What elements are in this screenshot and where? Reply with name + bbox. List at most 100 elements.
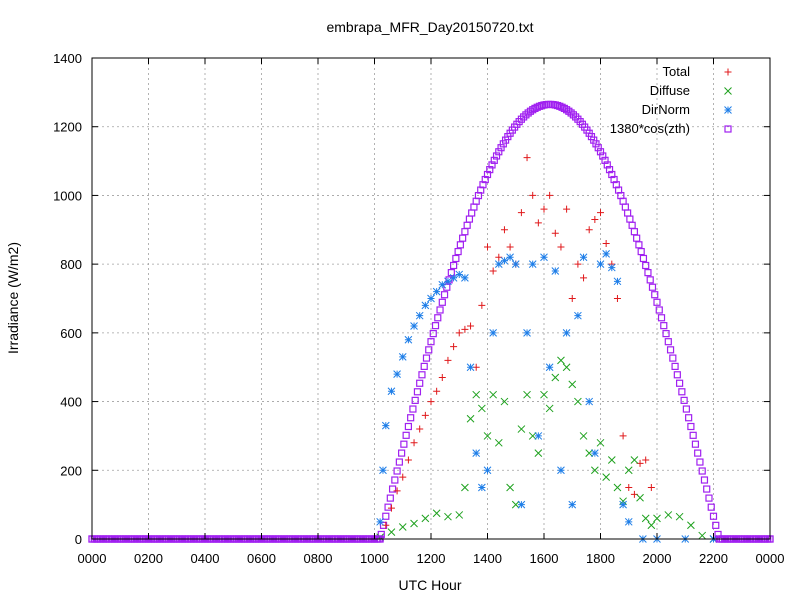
data-point-cos-zenith bbox=[599, 152, 607, 160]
data-point-dirnorm bbox=[590, 449, 599, 457]
data-point-dirnorm bbox=[477, 483, 486, 492]
data-point-total bbox=[523, 154, 531, 162]
data-point-diffuse bbox=[489, 390, 498, 399]
x-tick-label: 2200 bbox=[699, 551, 728, 566]
data-point-dirnorm bbox=[387, 387, 396, 396]
data-point-diffuse bbox=[421, 514, 430, 523]
data-point-cos-zenith bbox=[393, 467, 401, 475]
data-point-cos-zenith bbox=[520, 113, 528, 121]
data-point-cos-zenith bbox=[456, 241, 464, 249]
data-point-total bbox=[438, 374, 446, 382]
data-point-cos-zenith bbox=[416, 379, 424, 387]
data-point-cos-zenith bbox=[689, 431, 697, 439]
data-point-total bbox=[585, 226, 593, 234]
data-point-cos-zenith bbox=[601, 156, 609, 164]
data-point-total bbox=[450, 343, 458, 351]
data-point-diffuse bbox=[444, 512, 452, 521]
data-point-cos-zenith bbox=[377, 530, 385, 539]
data-point-diffuse bbox=[494, 438, 503, 447]
data-point-cos-zenith bbox=[479, 181, 487, 189]
data-point-diffuse bbox=[511, 500, 520, 509]
data-point-cos-zenith bbox=[434, 314, 442, 322]
data-point-diffuse bbox=[562, 363, 571, 372]
data-point-cos-zenith bbox=[705, 494, 713, 502]
data-point-cos-zenith bbox=[483, 170, 492, 179]
data-point-total bbox=[580, 274, 588, 282]
y-tick-label: 1200 bbox=[53, 120, 82, 135]
data-point-dirnorm bbox=[494, 260, 503, 268]
data-point-cos-zenith bbox=[662, 330, 670, 338]
data-point-total bbox=[387, 504, 395, 512]
y-tick-label: 1400 bbox=[53, 51, 82, 66]
data-point-diffuse bbox=[568, 380, 577, 389]
data-point-total bbox=[568, 295, 576, 302]
data-point-cos-zenith bbox=[644, 269, 652, 277]
legend-label: Total bbox=[663, 64, 691, 79]
data-point-diffuse bbox=[636, 493, 644, 502]
data-point-diffuse bbox=[664, 511, 673, 519]
data-point-diffuse bbox=[477, 404, 486, 413]
data-point-diffuse bbox=[517, 425, 526, 433]
data-point-cos-zenith bbox=[691, 440, 700, 448]
data-point-dirnorm bbox=[624, 517, 633, 526]
data-point-cos-zenith bbox=[535, 102, 544, 110]
data-point-cos-zenith bbox=[700, 476, 709, 484]
data-point-cos-zenith bbox=[666, 346, 675, 354]
data-point-total bbox=[642, 456, 650, 464]
data-point-total bbox=[427, 398, 435, 406]
data-point-cos-zenith bbox=[603, 161, 611, 169]
data-point-diffuse bbox=[687, 521, 695, 530]
data-point-cos-zenith bbox=[438, 298, 446, 306]
data-point-total bbox=[506, 243, 514, 251]
data-point-cos-zenith bbox=[696, 458, 704, 466]
data-point-cos-zenith bbox=[572, 113, 580, 121]
legend-label: DirNorm bbox=[642, 102, 690, 117]
data-point-dirnorm bbox=[613, 277, 622, 286]
data-point-cos-zenith bbox=[669, 354, 677, 362]
data-point-total bbox=[597, 209, 604, 217]
data-point-cos-zenith bbox=[682, 405, 690, 413]
data-point-diffuse bbox=[472, 390, 481, 399]
data-point-total bbox=[433, 387, 441, 395]
data-point-cos-zenith bbox=[698, 467, 706, 475]
chart-title: embrapa_MFR_Day20150720.txt bbox=[326, 19, 533, 35]
legend-marker bbox=[724, 68, 732, 76]
data-point-cos-zenith bbox=[388, 485, 397, 493]
series-total bbox=[382, 154, 655, 529]
data-point-cos-zenith bbox=[608, 170, 616, 179]
data-point-cos-zenith bbox=[596, 148, 605, 156]
data-point-diffuse bbox=[630, 456, 639, 464]
data-point-cos-zenith bbox=[413, 388, 422, 396]
data-point-cos-zenith bbox=[404, 422, 412, 431]
data-point-diffuse bbox=[545, 404, 554, 413]
data-point-total bbox=[393, 487, 401, 495]
data-point-total bbox=[489, 267, 497, 275]
data-point-cos-zenith bbox=[635, 241, 643, 249]
data-point-cos-zenith bbox=[531, 104, 539, 113]
data-point-total bbox=[591, 215, 599, 223]
data-point-cos-zenith bbox=[420, 362, 428, 370]
data-point-total bbox=[563, 205, 571, 213]
data-point-dirnorm bbox=[596, 260, 605, 268]
data-point-diffuse bbox=[500, 397, 509, 406]
data-point-cos-zenith bbox=[398, 449, 406, 457]
data-point-cos-zenith bbox=[486, 166, 494, 174]
data-point-cos-zenith bbox=[490, 156, 498, 164]
x-tick-label: 0400 bbox=[191, 551, 220, 566]
data-point-cos-zenith bbox=[556, 102, 564, 110]
y-tick-label: 0 bbox=[75, 532, 82, 547]
data-point-cos-zenith bbox=[427, 338, 435, 346]
data-point-dirnorm bbox=[585, 397, 594, 406]
data-point-cos-zenith bbox=[436, 306, 444, 314]
data-point-cos-zenith bbox=[671, 362, 679, 370]
data-point-dirnorm bbox=[438, 280, 447, 289]
data-point-total bbox=[557, 243, 565, 251]
data-point-diffuse bbox=[523, 390, 531, 399]
data-point-cos-zenith bbox=[454, 247, 462, 256]
data-point-dirnorm bbox=[528, 260, 537, 268]
data-point-dirnorm bbox=[461, 274, 469, 282]
data-point-dirnorm bbox=[545, 363, 554, 372]
data-point-diffuse bbox=[540, 390, 548, 399]
data-point-dirnorm bbox=[427, 294, 435, 303]
data-point-diffuse bbox=[461, 483, 469, 492]
